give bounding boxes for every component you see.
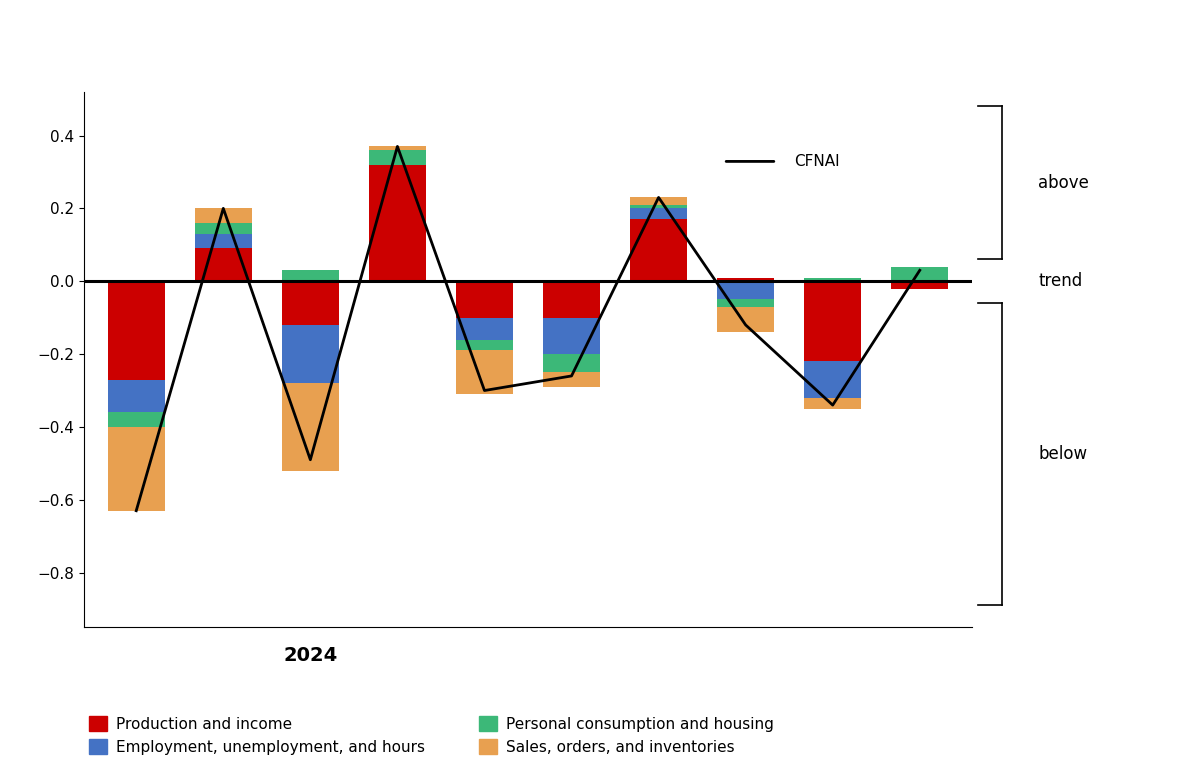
Legend: Production and income, Employment, unemployment, and hours, Personal consumption: Production and income, Employment, unemp… [83,710,780,761]
Bar [108,282,164,379]
Bar [282,383,338,470]
Bar [108,379,164,412]
Bar [544,282,600,317]
Bar [456,350,512,394]
Bar [456,317,512,340]
Bar [196,208,252,223]
Bar [630,220,686,282]
Bar [892,282,948,288]
Bar [196,223,252,234]
Text: Chicago Fed National Activity Index,  by Categories: Chicago Fed National Activity Index, by … [24,22,628,43]
Bar [804,398,862,409]
Bar [282,270,338,282]
Bar [370,146,426,150]
Bar [630,197,686,205]
Bar [196,234,252,249]
Bar [196,249,252,282]
Text: CFNAI: CFNAI [794,154,840,169]
Bar [718,278,774,282]
Bar [108,427,164,511]
Bar [108,412,164,427]
Bar [630,205,686,208]
Bar [804,282,862,361]
Bar [718,299,774,307]
Bar [456,340,512,350]
Bar [282,282,338,325]
Bar [718,307,774,332]
Text: 2024: 2024 [283,646,337,665]
Text: below: below [1038,445,1087,464]
Text: above: above [1038,174,1088,192]
Bar [370,164,426,282]
Bar [804,278,862,282]
Bar [630,208,686,220]
Bar [892,267,948,282]
Text: trend: trend [1038,272,1082,290]
Bar [456,282,512,317]
Bar [804,361,862,398]
Bar [544,317,600,354]
Bar [282,325,338,383]
Bar [544,373,600,387]
Bar [718,282,774,299]
Bar [544,354,600,373]
Bar [370,150,426,164]
